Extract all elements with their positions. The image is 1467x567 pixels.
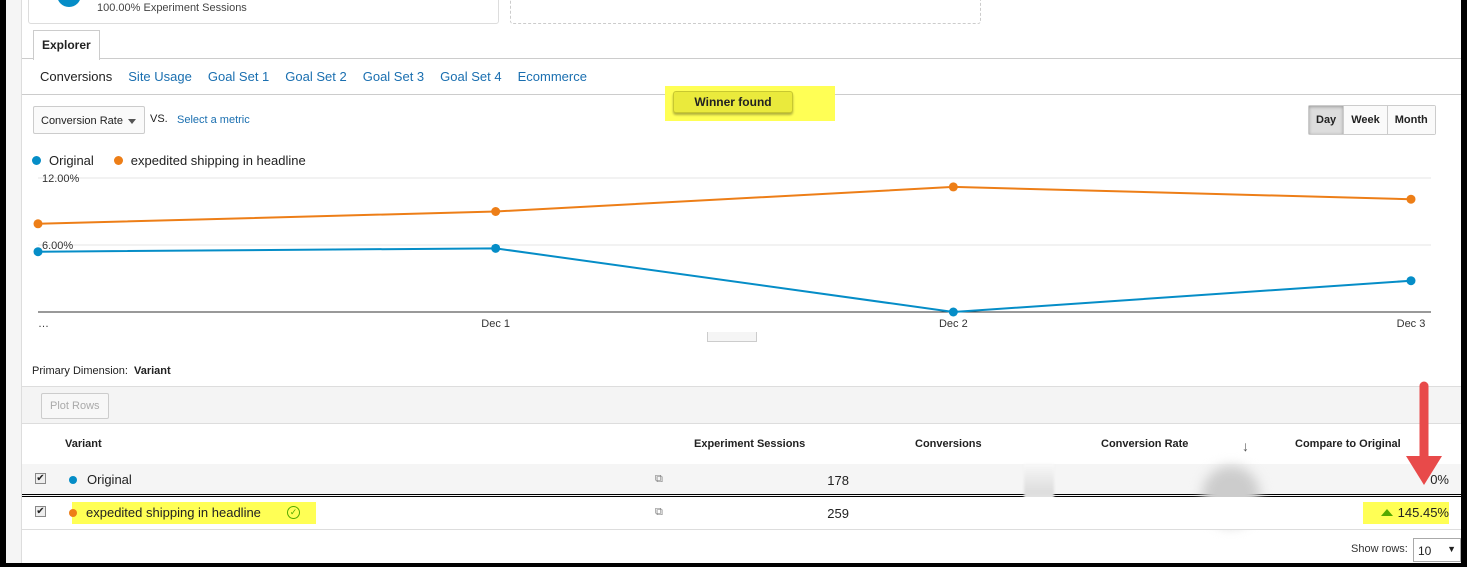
data-point xyxy=(33,219,43,229)
table-row: ✔ Original ⧉ 178 0% xyxy=(22,464,1461,526)
primary-dimension-label: Primary Dimension: xyxy=(32,365,128,377)
sessions-value: 259 xyxy=(827,506,849,521)
header-conversion-rate[interactable]: Conversion Rate xyxy=(1101,438,1189,450)
series-line-0 xyxy=(37,247,1412,314)
open-variant-icon[interactable]: ⧉ xyxy=(655,473,663,485)
y-tick-label: 6.00% xyxy=(42,240,73,252)
collapse-chart-handle[interactable] xyxy=(707,332,757,342)
data-point xyxy=(948,182,958,192)
sessions-value: 178 xyxy=(827,473,849,488)
header-sessions[interactable]: Experiment Sessions xyxy=(694,438,806,450)
empty-summary-card xyxy=(510,0,981,24)
subnav-site-usage[interactable]: Site Usage xyxy=(128,69,192,84)
subnav-goal-set-3[interactable]: Goal Set 3 xyxy=(362,69,425,84)
subnav-ecommerce[interactable]: Ecommerce xyxy=(517,69,587,84)
arrow-up-icon xyxy=(1380,509,1393,516)
x-tick-label: Dec 1 xyxy=(481,318,510,330)
metric-group-nav: Conversions Site Usage Goal Set 1 Goal S… xyxy=(40,69,587,84)
sort-down-icon[interactable]: ↓ xyxy=(1242,438,1249,454)
table-toolbar: Plot Rows xyxy=(22,386,1461,424)
metric-select[interactable]: Conversion Rate xyxy=(33,106,145,134)
day-button[interactable]: Day xyxy=(1309,106,1344,134)
variant-name: Original xyxy=(87,472,132,487)
x-tick-label: Dec 2 xyxy=(939,318,968,330)
x-tick-label: Dec 3 xyxy=(1397,318,1426,330)
line-chart: 6.00% 12.00% … Dec 1 Dec 2 Dec 3 xyxy=(33,173,1431,330)
open-variant-icon[interactable]: ⧉ xyxy=(655,506,663,518)
x-tick-label: … xyxy=(38,318,49,330)
subnav-goal-set-4[interactable]: Goal Set 4 xyxy=(440,69,502,84)
row-checkbox[interactable]: ✔ xyxy=(35,506,46,517)
row-checkbox[interactable]: ✔ xyxy=(35,473,46,484)
primary-dimension-value[interactable]: Variant xyxy=(133,365,171,377)
red-arrow-annotation-icon xyxy=(1406,381,1442,485)
legend-label: Original xyxy=(49,153,94,168)
plot-rows-button[interactable]: Plot Rows xyxy=(41,393,109,419)
show-rows-label: Show rows: xyxy=(1351,543,1408,555)
winner-found-badge[interactable]: Winner found xyxy=(673,91,793,113)
tab-explorer[interactable]: Explorer xyxy=(33,30,100,60)
select-metric-link[interactable]: Select a metric xyxy=(177,114,250,126)
variant-dot-icon xyxy=(69,509,77,517)
winner-check-icon: ✓ xyxy=(287,506,300,519)
legend-variant: expedited shipping in headline xyxy=(113,153,306,168)
period-toggle: Day Week Month xyxy=(1308,105,1436,135)
series-line-1 xyxy=(37,185,1412,225)
legend-label: expedited shipping in headline xyxy=(130,153,306,168)
subnav-conversions[interactable]: Conversions xyxy=(40,69,113,84)
primary-dimension: Primary Dimension: Variant xyxy=(32,365,171,377)
chart-legend: Original expedited shipping in headline xyxy=(32,153,306,168)
original-dot-icon xyxy=(69,476,77,484)
header-variant[interactable]: Variant xyxy=(65,438,102,450)
subnav-goal-set-2[interactable]: Goal Set 2 xyxy=(285,69,347,84)
subnav-goal-set-1[interactable]: Goal Set 1 xyxy=(207,69,270,84)
compare-percent: 145.45% xyxy=(1397,505,1449,520)
highlight xyxy=(72,502,316,524)
data-point xyxy=(948,307,958,317)
week-button[interactable]: Week xyxy=(1343,106,1387,134)
original-dot-icon xyxy=(57,0,81,7)
header-compare[interactable]: Compare to Original xyxy=(1295,438,1401,450)
month-button[interactable]: Month xyxy=(1386,106,1435,134)
legend-dot-icon xyxy=(32,156,41,165)
experiment-report: 100.00% Experiment Sessions Explorer Con… xyxy=(6,0,1461,563)
divider xyxy=(22,58,1461,59)
left-strip xyxy=(6,0,22,563)
summary-text: 100.00% Experiment Sessions xyxy=(97,2,247,14)
legend-original: Original xyxy=(32,153,94,168)
y-tick-label: 12.00% xyxy=(42,173,80,185)
data-point xyxy=(491,243,501,253)
variant-name: expedited shipping in headline xyxy=(86,505,261,520)
header-conversions[interactable]: Conversions xyxy=(915,438,982,450)
compare-value: 145.45% xyxy=(1380,505,1449,520)
highlight xyxy=(1363,502,1449,524)
table-row: ✔ expedited shipping in headline ✓ ⧉ 259… xyxy=(22,497,1461,530)
vs-label: VS. xyxy=(150,113,168,125)
data-point xyxy=(1406,276,1416,286)
legend-dot-icon xyxy=(113,156,123,165)
data-point xyxy=(1406,194,1416,204)
data-point xyxy=(33,247,43,257)
variant-summary-card: 100.00% Experiment Sessions xyxy=(28,0,499,24)
compare-value: 0% xyxy=(1430,472,1449,487)
show-rows-select[interactable]: 10 xyxy=(1413,538,1461,562)
data-point xyxy=(491,207,501,216)
